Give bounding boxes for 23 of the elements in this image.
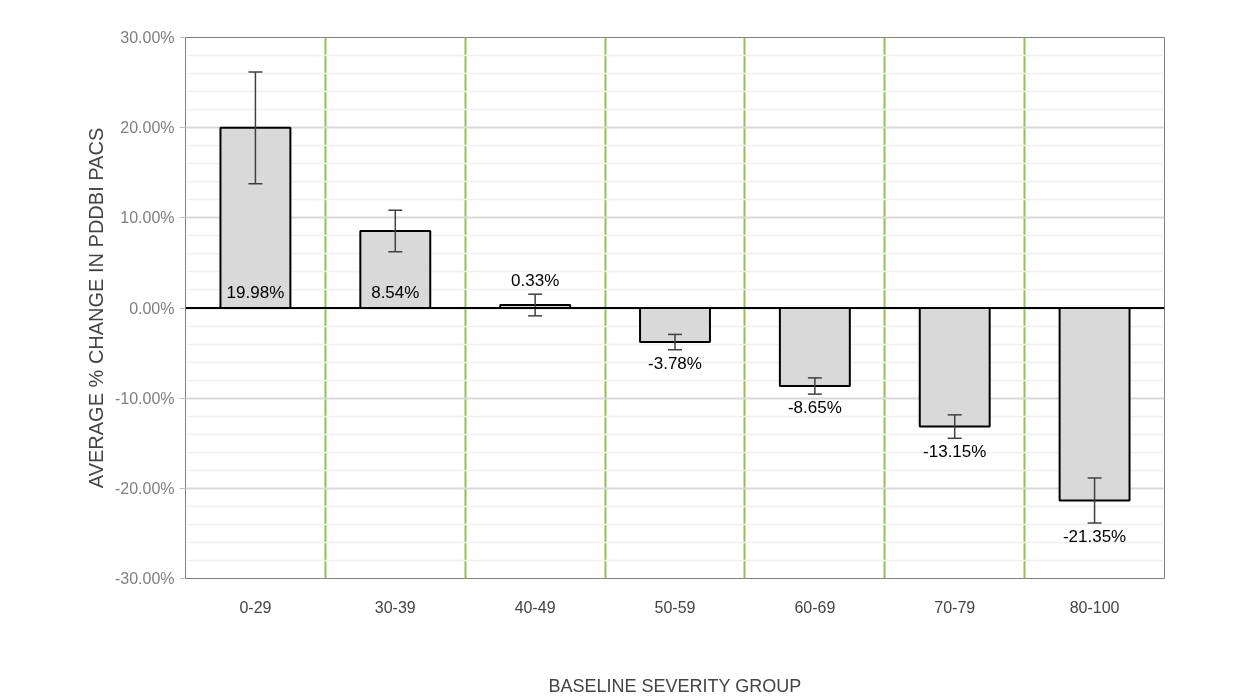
y-axis-title: AVERAGE % CHANGE IN PDDBI PACS xyxy=(84,127,107,489)
x-tick-label: 70-79 xyxy=(934,598,976,616)
data-label: 19.98% xyxy=(226,283,285,302)
data-label: 8.54% xyxy=(371,283,420,302)
x-tick-label: 40-49 xyxy=(514,598,556,616)
x-tick-label: 60-69 xyxy=(794,598,836,616)
y-tick-label: -20.00% xyxy=(114,479,175,497)
y-tick-label: 10.00% xyxy=(120,209,175,227)
x-tick-label: 30-39 xyxy=(374,598,416,616)
y-tick-label: 20.00% xyxy=(120,119,175,137)
x-tick-label: 0-29 xyxy=(239,598,272,616)
data-label: -8.65% xyxy=(787,398,842,418)
y-tick-label: 0.00% xyxy=(129,299,175,317)
y-tick-label: -30.00% xyxy=(114,570,175,587)
x-tick-label: 50-59 xyxy=(654,598,696,616)
data-label: -21.35% xyxy=(1062,527,1127,547)
y-tick-label: -10.00% xyxy=(114,389,175,407)
data-label: 0.33% xyxy=(511,271,560,291)
data-label: -13.15% xyxy=(923,442,987,462)
x-axis-title: BASELINE SEVERITY GROUP xyxy=(548,675,802,696)
data-label: -3.78% xyxy=(648,353,702,373)
y-tick-label: 30.00% xyxy=(120,29,175,46)
x-tick-label: 80-100 xyxy=(1069,598,1120,616)
